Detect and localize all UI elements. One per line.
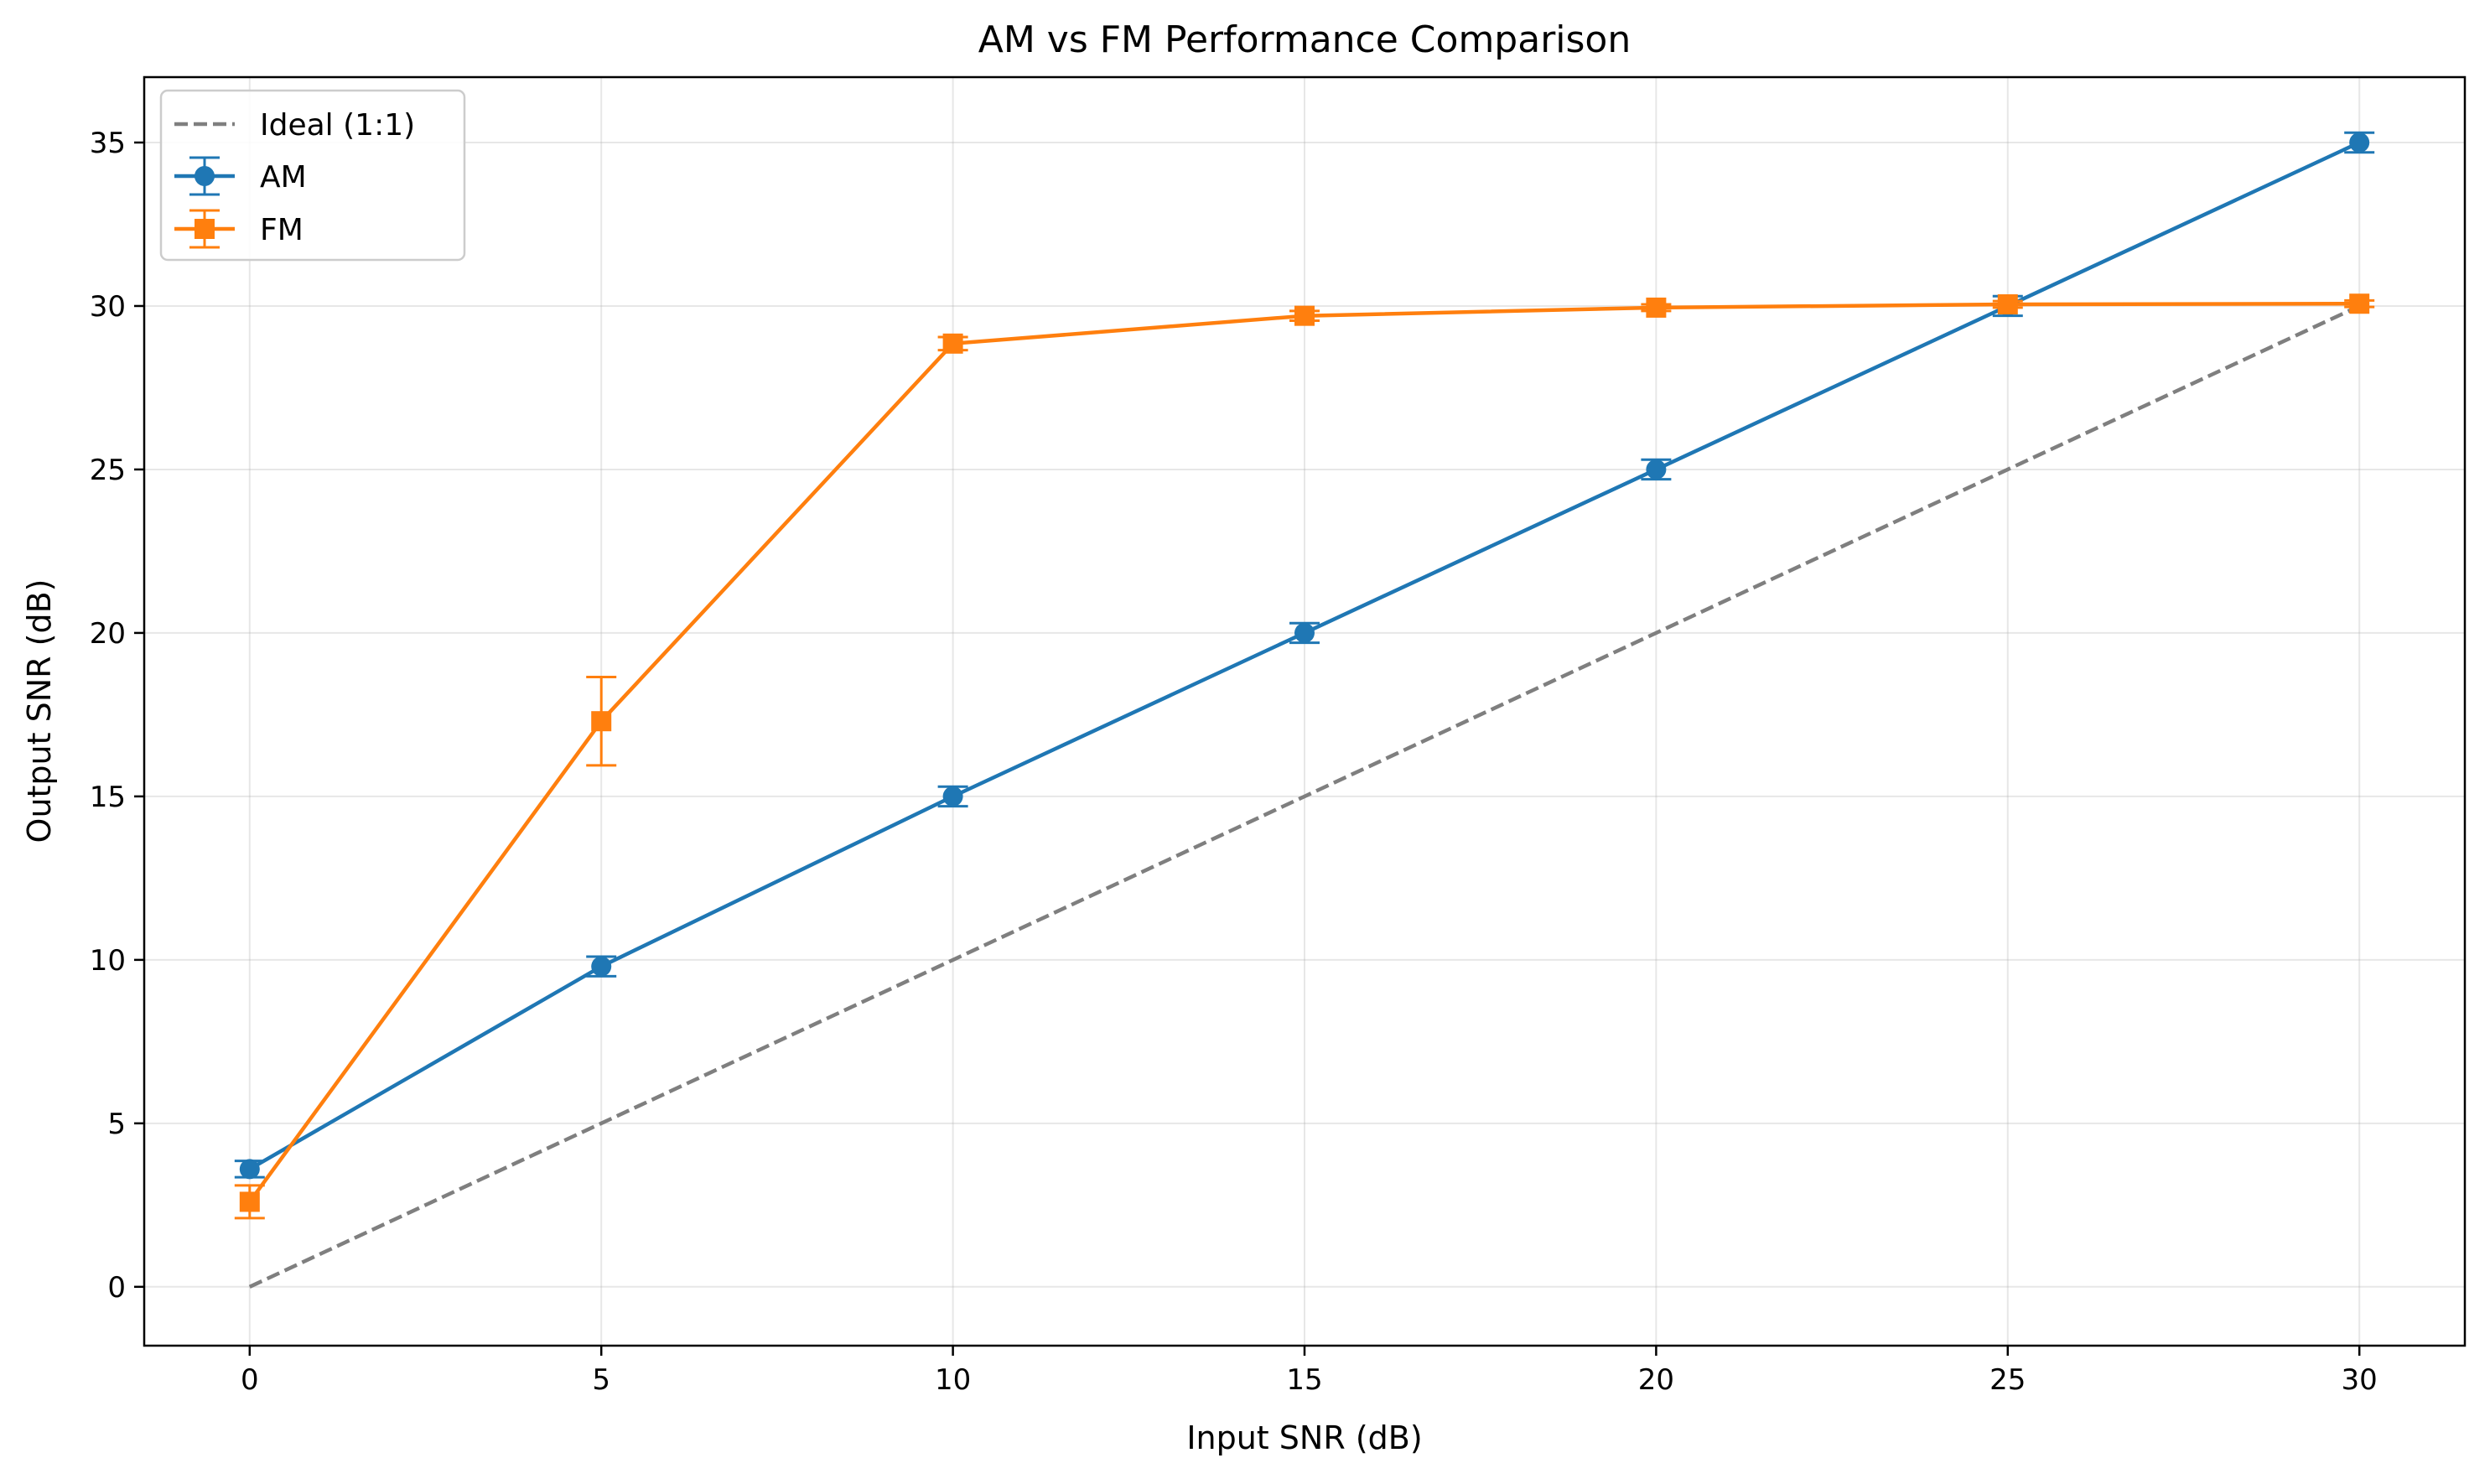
data-point-am — [591, 956, 612, 977]
y-tick-label: 5 — [107, 1108, 126, 1141]
data-point-am — [1646, 459, 1667, 480]
x-tick-label: 20 — [1638, 1363, 1674, 1397]
data-point-am — [239, 1159, 260, 1180]
legend-entry-am: AM — [174, 156, 307, 196]
legend-entry-fm: FM — [174, 209, 303, 249]
series-fm — [234, 293, 2375, 1220]
legend-swatch-marker-fm — [195, 219, 215, 239]
y-tick-label: 35 — [90, 127, 126, 160]
x-tick-label: 30 — [2342, 1363, 2378, 1397]
legend-label-am: AM — [260, 160, 307, 195]
legend-label-ideal-1-1: Ideal (1:1) — [260, 108, 415, 143]
y-tick-label: 0 — [107, 1271, 126, 1305]
legend-label-fm: FM — [260, 213, 303, 247]
x-tick-label: 5 — [592, 1363, 610, 1397]
legend-swatch-marker-am — [195, 166, 215, 186]
y-tick-label: 15 — [90, 781, 126, 814]
legend-entries: Ideal (1:1) AM FM — [174, 108, 415, 249]
plot-area-background — [144, 77, 2465, 1346]
axis-ticks: 0 5 10 15 20 25 30 0 5 10 15 20 25 30 35 — [90, 127, 2378, 1397]
x-tick-label: 10 — [935, 1363, 971, 1397]
data-point-fm — [1646, 297, 1667, 318]
x-tick-label: 25 — [1989, 1363, 2026, 1397]
data-point-am — [2349, 132, 2370, 153]
data-point-am — [942, 786, 963, 807]
y-tick-label: 10 — [90, 944, 126, 978]
x-tick-label: 0 — [241, 1363, 259, 1397]
y-tick-label: 30 — [90, 290, 126, 324]
series-layer — [234, 131, 2375, 1289]
legend: Ideal (1:1) AM FM — [159, 89, 466, 262]
data-point-fm — [1997, 294, 2018, 315]
chart-title: AM vs FM Performance Comparison — [978, 18, 1631, 61]
y-tick-label: 25 — [90, 454, 126, 487]
x-tick-label: 15 — [1286, 1363, 1322, 1397]
data-point-fm — [942, 333, 963, 354]
series-ideal-1-1 — [248, 304, 2361, 1289]
data-point-fm — [2349, 293, 2370, 314]
legend-box — [159, 89, 466, 262]
y-axis-label: Output SNR (dB) — [21, 579, 58, 843]
data-point-fm — [591, 711, 612, 732]
legend-entry-ideal-1-1: Ideal (1:1) — [174, 108, 415, 143]
y-tick-label: 20 — [90, 617, 126, 651]
x-axis-label: Input SNR (dB) — [1186, 1419, 1422, 1456]
data-point-fm — [239, 1191, 260, 1212]
data-point-fm — [1294, 305, 1315, 326]
series-line-ideal-1-1 — [248, 304, 2361, 1289]
data-point-am — [1294, 622, 1315, 643]
